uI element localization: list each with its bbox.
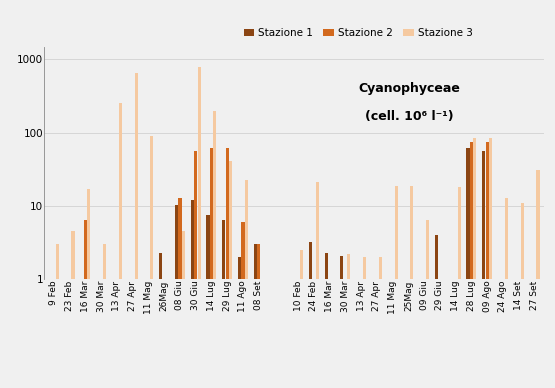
Bar bbox=[363, 257, 366, 279]
Bar bbox=[84, 220, 87, 279]
Bar bbox=[457, 187, 461, 279]
Bar bbox=[229, 161, 232, 279]
Bar bbox=[190, 200, 194, 279]
Bar bbox=[134, 73, 138, 279]
Bar bbox=[316, 182, 319, 279]
Bar bbox=[241, 222, 245, 279]
Bar bbox=[257, 244, 260, 279]
Bar bbox=[178, 198, 181, 279]
Bar bbox=[410, 185, 413, 279]
Bar bbox=[325, 253, 328, 279]
Bar bbox=[300, 250, 303, 279]
Bar bbox=[426, 220, 429, 279]
Bar bbox=[194, 151, 197, 279]
Bar bbox=[505, 198, 508, 279]
Bar bbox=[486, 142, 489, 279]
Bar bbox=[254, 244, 257, 279]
Bar bbox=[225, 149, 229, 279]
Bar bbox=[175, 204, 178, 279]
Bar bbox=[309, 242, 312, 279]
Bar bbox=[182, 232, 185, 279]
Bar bbox=[482, 151, 485, 279]
Text: Cyanophyceae: Cyanophyceae bbox=[358, 82, 460, 95]
Bar bbox=[521, 203, 524, 279]
Bar bbox=[119, 104, 122, 279]
Bar bbox=[238, 257, 241, 279]
Bar bbox=[340, 256, 344, 279]
Bar bbox=[213, 111, 216, 279]
Bar bbox=[347, 254, 350, 279]
Bar bbox=[473, 138, 477, 279]
Bar bbox=[72, 232, 75, 279]
Bar bbox=[150, 136, 154, 279]
Bar bbox=[245, 180, 248, 279]
Text: (cell. 10⁶ l⁻¹): (cell. 10⁶ l⁻¹) bbox=[365, 110, 453, 123]
Bar bbox=[56, 244, 59, 279]
Bar bbox=[466, 149, 470, 279]
Bar bbox=[103, 244, 106, 279]
Bar bbox=[379, 257, 382, 279]
Bar bbox=[470, 142, 473, 279]
Bar bbox=[210, 149, 213, 279]
Bar bbox=[198, 66, 201, 279]
Bar bbox=[222, 220, 225, 279]
Legend: Stazione 1, Stazione 2, Stazione 3: Stazione 1, Stazione 2, Stazione 3 bbox=[239, 24, 477, 42]
Bar bbox=[206, 215, 210, 279]
Bar bbox=[395, 185, 398, 279]
Bar bbox=[87, 189, 90, 279]
Bar bbox=[536, 170, 539, 279]
Bar bbox=[489, 138, 492, 279]
Bar bbox=[435, 235, 438, 279]
Bar bbox=[159, 253, 162, 279]
